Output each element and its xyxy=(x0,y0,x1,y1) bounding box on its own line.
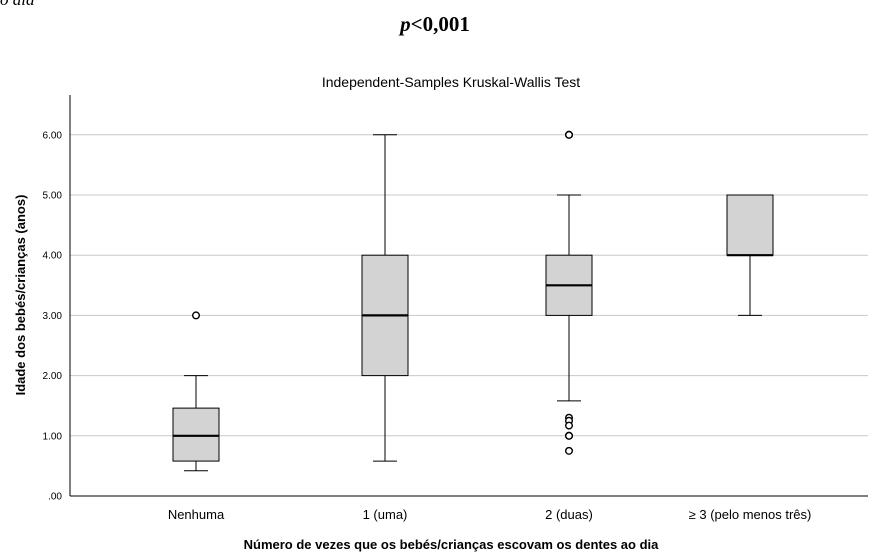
outlier-point xyxy=(565,446,574,455)
category-label: 2 (duas) xyxy=(545,507,593,522)
p-value-text: <0,001 xyxy=(410,12,470,36)
y-tick-label: 4.00 xyxy=(43,251,63,262)
gridlines xyxy=(70,134,868,437)
y-tick-label: .00 xyxy=(48,492,62,503)
outlier-point xyxy=(565,421,574,430)
y-tick-label: 1.00 xyxy=(43,431,63,442)
category-label: Nenhuma xyxy=(168,507,225,522)
box-group xyxy=(545,130,593,455)
corner-text-fragment: o dia xyxy=(0,0,34,10)
y-tick-label: 5.00 xyxy=(43,191,63,202)
y-tick-label: 3.00 xyxy=(43,311,63,322)
y-tick-label: 6.00 xyxy=(43,130,63,141)
outlier-point xyxy=(191,311,200,320)
outlier-point xyxy=(565,431,574,440)
category-label: ≥ 3 (pelo menos três) xyxy=(689,507,812,522)
box-group xyxy=(172,311,220,472)
category-label: 1 (uma) xyxy=(363,507,408,522)
box xyxy=(172,407,220,462)
chart-title: Independent-Samples Kruskal-Wallis Test xyxy=(322,74,580,90)
category-labels: Nenhuma 1 (uma) 2 (duas) ≥ 3 (pelo menos tr… xyxy=(168,507,812,522)
p-symbol: p xyxy=(400,12,411,36)
y-axis-title: Idade dos bebés/crianças (anos) xyxy=(13,195,28,396)
box-group xyxy=(726,194,774,316)
x-axis-title: Número de vezes que os bebés/crianças es… xyxy=(244,537,660,552)
box xyxy=(726,194,774,256)
box-group xyxy=(361,134,409,462)
outlier-point xyxy=(565,130,574,139)
y-tick-label: 2.00 xyxy=(43,371,63,382)
boxes xyxy=(172,130,774,472)
y-tick-labels: .00 1.00 2.00 3.00 4.00 5.00 6.00 xyxy=(43,130,63,502)
p-value-label: p<0,001 xyxy=(0,12,870,37)
